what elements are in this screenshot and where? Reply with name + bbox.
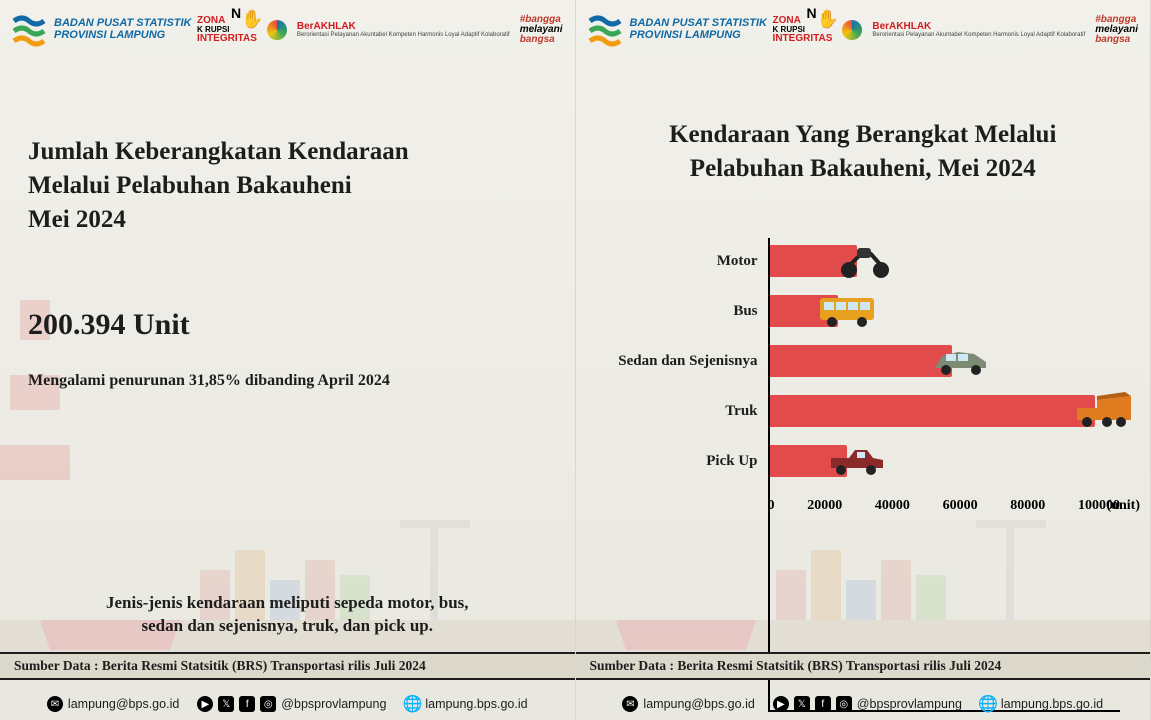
contact-email: ✉ lampung@bps.go.id <box>622 696 754 712</box>
contact-social: ▶ 𝕏 f ◎ @bpsprovlampung <box>197 696 386 712</box>
xtick: 80000 <box>1010 498 1045 514</box>
badge-zona: N✋ ZONA K RUPSI INTEGRITAS <box>197 16 257 44</box>
youtube-icon: ▶ <box>197 696 213 712</box>
email-text: lampung@bps.go.id <box>68 697 179 711</box>
bus-icon <box>818 289 876 331</box>
contacts: ✉ lampung@bps.go.id ▶ 𝕏 f ◎ @bpsprovlamp… <box>0 696 575 712</box>
badge-berakhlak: BerAKHLAK Berorientasi Pelayanan Akuntab… <box>297 22 510 38</box>
berakhlak-sub: Berorientasi Pelayanan Akuntabel Kompete… <box>297 32 510 38</box>
globe-icon: 🌐 <box>404 696 420 712</box>
chart-row-track <box>768 393 1121 429</box>
facebook-icon: f <box>815 696 831 712</box>
chart-bar <box>768 395 1096 427</box>
zona-l2: INTEGRITAS <box>773 34 833 44</box>
org-line2: PROVINSI LAMPUNG <box>630 30 768 42</box>
facebook-icon: f <box>239 696 255 712</box>
contacts: ✉ lampung@bps.go.id ▶ 𝕏 f ◎ @bpsprovlamp… <box>576 696 1151 712</box>
source-line: Sumber Data : Berita Resmi Statsitik (BR… <box>0 652 575 680</box>
delta-text: Mengalami penurunan 31,85% dibanding Apr… <box>28 372 390 390</box>
big-number: 200.394 Unit <box>28 308 190 342</box>
instagram-icon: ◎ <box>836 696 852 712</box>
chart-row: Sedan dan Sejenisnya <box>616 338 1121 384</box>
chart-row: Bus <box>616 288 1121 334</box>
badge-rb-icon <box>267 20 287 40</box>
source-line: Sumber Data : Berita Resmi Statsitik (BR… <box>576 652 1151 680</box>
chart-row-label: Truk <box>616 403 768 420</box>
globe-icon: 🌐 <box>980 696 996 712</box>
bangga-3: bangsa <box>520 34 555 45</box>
left-title: Jumlah Keberangkatan KendaraanMelalui Pe… <box>28 135 535 236</box>
web-text: lampung.bps.go.id <box>425 697 527 711</box>
badge-zona: N✋ ZONA K RUPSI INTEGRITAS <box>773 16 833 44</box>
chart-row-track <box>768 243 1121 279</box>
x-icon: 𝕏 <box>218 696 234 712</box>
pickup-icon <box>827 439 885 481</box>
header-badges: N✋ ZONA K RUPSI INTEGRITAS BerAKHLAK Ber… <box>197 15 562 45</box>
bps-logo-icon <box>12 13 46 47</box>
org-name: BADAN PUSAT STATISTIK PROVINSI LAMPUNG <box>54 18 192 41</box>
email-text: lampung@bps.go.id <box>643 697 754 711</box>
xtick: 40000 <box>875 498 910 514</box>
header-badges: N✋ ZONA K RUPSI INTEGRITAS BerAKHLAK Ber… <box>773 15 1138 45</box>
badge-bangga: #bangga melayani bangsa <box>520 15 563 45</box>
truck-icon <box>1075 389 1133 431</box>
contact-web: 🌐 lampung.bps.go.id <box>980 696 1103 712</box>
left-panel: BADAN PUSAT STATISTIK PROVINSI LAMPUNG N… <box>0 0 576 720</box>
contact-social: ▶ 𝕏 f ◎ @bpsprovlampung <box>773 696 962 712</box>
org-name: BADAN PUSAT STATISTIK PROVINSI LAMPUNG <box>630 18 768 41</box>
social-text: @bpsprovlampung <box>281 697 386 711</box>
web-text: lampung.bps.go.id <box>1001 697 1103 711</box>
berakhlak-text: BerAKHLAK <box>872 21 931 32</box>
badge-bangga: #bangga melayani bangsa <box>1095 15 1138 45</box>
badge-berakhlak: BerAKHLAK Berorientasi Pelayanan Akuntab… <box>872 22 1085 38</box>
chart-xticks: 020000400006000080000100000 <box>768 498 1121 514</box>
xtick: 60000 <box>943 498 978 514</box>
jenis-text: Jenis-jenis kendaraan meliputi sepeda mo… <box>0 592 575 638</box>
chart-row: Motor <box>616 238 1121 284</box>
right-title: Kendaraan Yang Berangkat MelaluiPelabuha… <box>576 118 1151 186</box>
org-line2: PROVINSI LAMPUNG <box>54 30 192 42</box>
chart-row: Pick Up <box>616 438 1121 484</box>
bangga-3: bangsa <box>1095 34 1130 45</box>
chart-row-label: Motor <box>616 253 768 270</box>
chart-row-track <box>768 293 1121 329</box>
mail-icon: ✉ <box>622 696 638 712</box>
chart-row-label: Pick Up <box>616 453 768 470</box>
chart-row: Truk <box>616 388 1121 434</box>
chart-bar <box>768 345 953 377</box>
bar-chart: Motor Bus Sedan dan Sejenisnya Truk Pick Up <box>616 238 1121 528</box>
sedan-icon <box>932 339 990 381</box>
header: BADAN PUSAT STATISTIK PROVINSI LAMPUNG N… <box>12 8 563 52</box>
header: BADAN PUSAT STATISTIK PROVINSI LAMPUNG N… <box>588 8 1139 52</box>
header-org: BADAN PUSAT STATISTIK PROVINSI LAMPUNG <box>588 13 768 47</box>
bps-logo-icon <box>588 13 622 47</box>
chart-row-label: Bus <box>616 303 768 320</box>
youtube-icon: ▶ <box>773 696 789 712</box>
right-panel: BADAN PUSAT STATISTIK PROVINSI LAMPUNG N… <box>576 0 1151 720</box>
instagram-icon: ◎ <box>260 696 276 712</box>
berakhlak-text: BerAKHLAK <box>297 21 356 32</box>
contact-web: 🌐 lampung.bps.go.id <box>404 696 527 712</box>
chart-row-track <box>768 443 1121 479</box>
zona-l2: INTEGRITAS <box>197 34 257 44</box>
header-org: BADAN PUSAT STATISTIK PROVINSI LAMPUNG <box>12 13 192 47</box>
xtick: 20000 <box>807 498 842 514</box>
chart-xunit: (unit) <box>1107 498 1140 514</box>
xtick: 0 <box>768 498 775 514</box>
badge-rb-icon <box>842 20 862 40</box>
chart-row-label: Sedan dan Sejenisnya <box>616 353 768 370</box>
mail-icon: ✉ <box>47 696 63 712</box>
motorcycle-icon <box>837 239 895 281</box>
berakhlak-sub: Berorientasi Pelayanan Akuntabel Kompete… <box>872 32 1085 38</box>
contact-email: ✉ lampung@bps.go.id <box>47 696 179 712</box>
x-icon: 𝕏 <box>794 696 810 712</box>
chart-row-track <box>768 343 1121 379</box>
social-text: @bpsprovlampung <box>857 697 962 711</box>
